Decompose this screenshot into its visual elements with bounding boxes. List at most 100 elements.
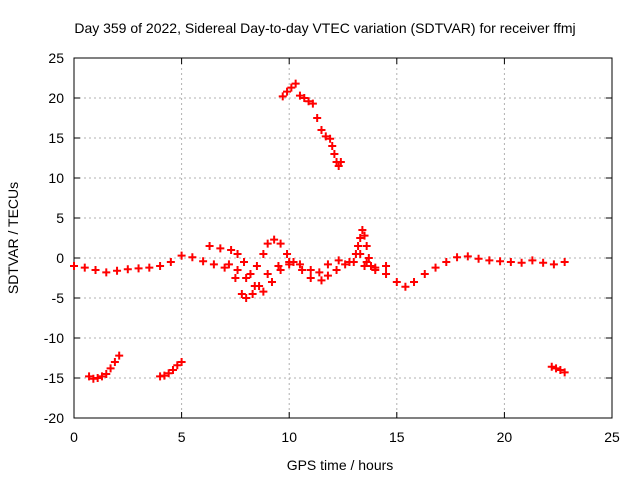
data-point	[250, 282, 259, 290]
data-point	[401, 282, 410, 291]
data-point	[259, 287, 268, 296]
data-point	[364, 254, 373, 262]
data-point	[233, 250, 242, 258]
data-point	[287, 83, 296, 92]
data-point	[289, 258, 298, 266]
y-tick-label: -15	[44, 370, 64, 386]
data-point	[199, 257, 208, 266]
y-tick-label: 25	[48, 50, 64, 66]
data-point	[106, 364, 115, 373]
data-point	[248, 290, 257, 298]
data-point	[485, 256, 494, 265]
data-point	[496, 257, 505, 266]
x-tick-label: 15	[389, 429, 405, 445]
data-point	[552, 364, 561, 373]
data-point	[356, 234, 365, 242]
data-point	[227, 246, 236, 254]
data-point	[233, 266, 242, 274]
data-point	[283, 87, 292, 96]
data-point	[270, 235, 279, 244]
x-tick-label: 10	[281, 429, 297, 445]
data-point	[560, 258, 569, 266]
data-point	[330, 150, 339, 158]
data-point	[177, 358, 186, 366]
plot-frame	[73, 57, 613, 419]
data-point	[321, 132, 330, 141]
x-axis-label: GPS time / hours	[287, 457, 394, 473]
data-point	[240, 258, 249, 266]
data-point	[366, 262, 375, 270]
data-point	[242, 294, 251, 302]
data-point	[134, 264, 143, 273]
data-point	[351, 250, 360, 258]
data-point	[410, 278, 419, 286]
x-tick-label: 5	[178, 429, 186, 445]
y-tick-label: 15	[48, 130, 64, 146]
data-point	[231, 274, 240, 282]
data-point	[263, 239, 272, 248]
data-point	[291, 79, 300, 88]
data-point	[323, 271, 332, 280]
data-point	[336, 158, 345, 166]
data-point	[224, 260, 233, 269]
data-point	[304, 97, 313, 106]
data-point	[517, 258, 526, 267]
data-point	[360, 231, 369, 240]
data-point	[317, 276, 326, 285]
data-point	[326, 134, 335, 143]
data-point	[205, 242, 214, 250]
data-point	[93, 374, 102, 382]
data-point	[358, 226, 367, 234]
data-point	[539, 258, 548, 267]
data-point	[317, 126, 326, 134]
data-point	[278, 92, 287, 101]
data-point	[315, 268, 324, 277]
data-point	[267, 278, 276, 286]
data-point	[392, 278, 401, 286]
y-tick-label: 5	[56, 210, 64, 226]
data-point	[556, 366, 565, 374]
data-point	[70, 262, 78, 270]
data-point	[259, 250, 268, 258]
axis-ticks: 0 5 10 15 20 25 -20 -15 -10 -5 0 5 10 15 20 25	[44, 50, 620, 445]
grid	[74, 58, 612, 418]
data-point	[168, 366, 177, 374]
data-point	[528, 256, 537, 265]
data-point	[306, 266, 315, 274]
data-points	[70, 79, 569, 383]
y-tick-label: 20	[48, 90, 64, 106]
y-axis-label: SDTVAR / TECUs	[5, 182, 21, 294]
data-point	[110, 358, 119, 366]
y-tick-label: -10	[44, 330, 64, 346]
data-point	[220, 263, 229, 272]
data-point	[474, 254, 483, 263]
data-point	[332, 266, 341, 274]
data-point	[145, 263, 154, 272]
data-point	[431, 263, 440, 272]
data-point	[308, 99, 317, 108]
data-point	[276, 239, 285, 248]
data-point	[371, 263, 380, 272]
data-point	[354, 242, 363, 250]
data-point	[295, 260, 304, 269]
data-point	[164, 369, 173, 378]
data-point	[341, 260, 350, 269]
data-point	[506, 258, 515, 266]
y-tick-label: -5	[52, 290, 65, 306]
data-point	[560, 368, 569, 377]
data-point	[283, 250, 292, 258]
data-point	[334, 256, 343, 265]
data-point	[102, 370, 111, 378]
data-point	[97, 372, 106, 381]
data-point	[298, 266, 307, 274]
data-point	[362, 242, 371, 250]
data-point	[328, 142, 337, 150]
data-point	[91, 266, 100, 274]
data-point	[209, 260, 218, 269]
data-point	[216, 244, 225, 253]
data-point	[173, 361, 182, 370]
data-point	[160, 371, 169, 380]
data-point	[237, 290, 246, 298]
data-point	[123, 265, 132, 274]
data-point	[113, 266, 122, 275]
